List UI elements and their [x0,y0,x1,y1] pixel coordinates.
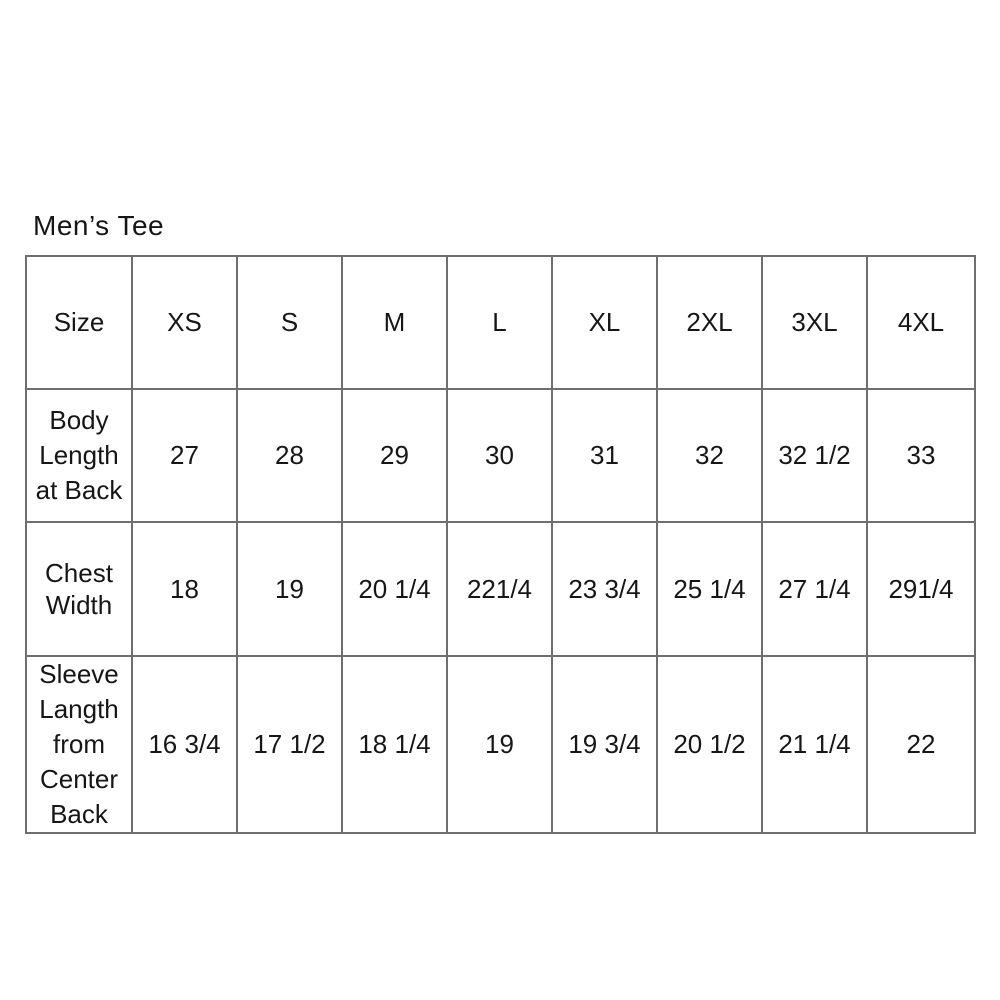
table-cell: 29 [341,388,448,523]
table-row-chest-width: Chest Width 18 19 20 1/4 221/4 23 3/4 25… [25,521,976,657]
header-cell-l: L [446,255,553,390]
table-cell: 27 [131,388,238,523]
table-cell: 19 [446,654,553,835]
table-cell: 31 [551,388,658,523]
table-cell: 27 1/4 [761,521,868,657]
page-title: Men’s Tee [33,210,165,241]
table-cell: 30 [446,388,553,523]
header-cell-m: M [341,255,448,390]
table-cell: 28 [236,388,343,523]
table-row-sleeve-length: Sleeve Langth from Center Back 16 3/4 17… [25,654,976,835]
table-cell: 22 [866,654,976,835]
header-cell-size: Size [25,255,133,390]
row-label-chest-width: Chest Width [25,521,133,657]
table-cell: 21 1/4 [761,654,868,835]
header-cell-s: S [236,255,343,390]
table-cell: 32 1/2 [761,388,868,523]
table-cell: 23 3/4 [551,521,658,657]
size-chart-table: Size XS S M L XL 2XL 3XL 4XL Body Length… [25,255,976,835]
table-cell: 20 1/2 [656,654,763,835]
header-cell-3xl: 3XL [761,255,868,390]
table-cell: 18 [131,521,238,657]
table-cell: 19 3/4 [551,654,658,835]
header-cell-2xl: 2XL [656,255,763,390]
table-row-body-length: Body Length at Back 27 28 29 30 31 32 32… [25,388,976,523]
table-cell: 16 3/4 [131,654,238,835]
table-cell: 19 [236,521,343,657]
table-cell: 33 [866,388,976,523]
row-label-body-length: Body Length at Back [25,388,133,523]
row-label-sleeve-length: Sleeve Langth from Center Back [25,654,133,835]
table-cell: 25 1/4 [656,521,763,657]
table-cell: 32 [656,388,763,523]
table-cell: 221/4 [446,521,553,657]
table-cell: 18 1/4 [341,654,448,835]
header-row: Size XS S M L XL 2XL 3XL 4XL [25,255,976,390]
header-cell-xs: XS [131,255,238,390]
table-cell: 20 1/4 [341,521,448,657]
header-cell-4xl: 4XL [866,255,976,390]
table-cell: 291/4 [866,521,976,657]
table-cell: 17 1/2 [236,654,343,835]
header-cell-xl: XL [551,255,658,390]
